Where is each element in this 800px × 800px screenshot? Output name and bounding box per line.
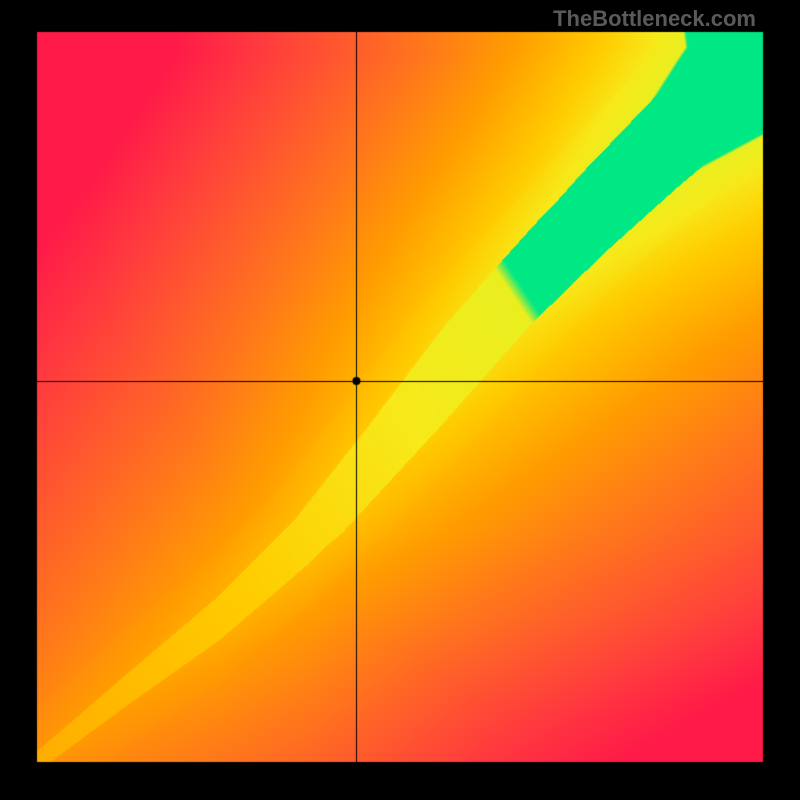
- bottleneck-heatmap: [0, 0, 800, 800]
- chart-container: TheBottleneck.com: [0, 0, 800, 800]
- watermark: TheBottleneck.com: [553, 6, 756, 32]
